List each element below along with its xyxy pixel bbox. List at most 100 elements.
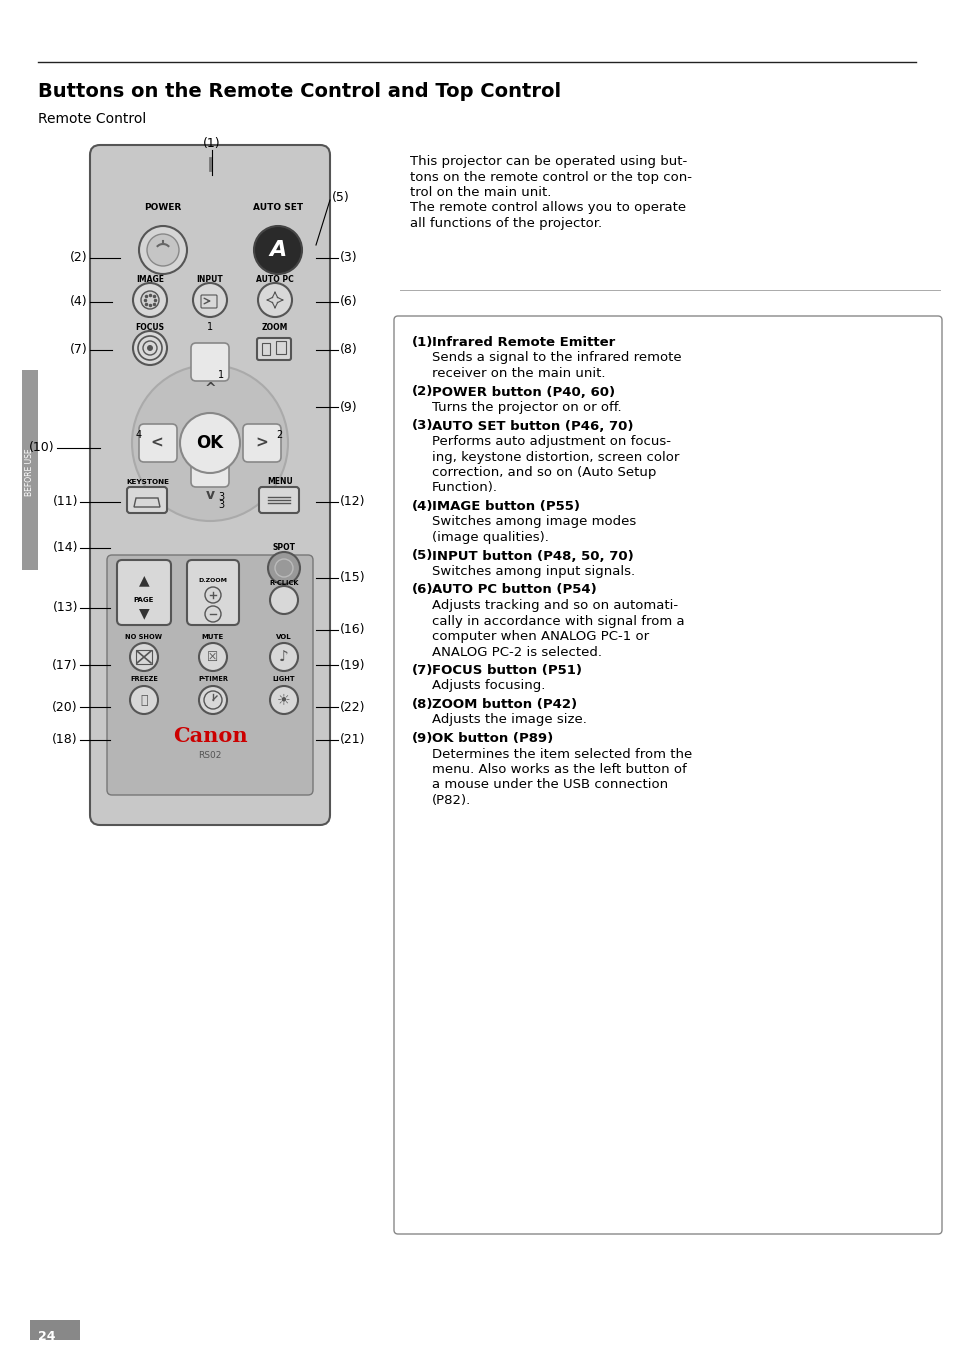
Text: correction, and so on (Auto Setup: correction, and so on (Auto Setup bbox=[432, 466, 656, 479]
FancyBboxPatch shape bbox=[256, 338, 291, 360]
Text: (18): (18) bbox=[52, 734, 78, 746]
Text: ☀: ☀ bbox=[277, 692, 291, 707]
FancyBboxPatch shape bbox=[187, 560, 239, 625]
Text: (15): (15) bbox=[339, 572, 365, 584]
Text: <: < bbox=[151, 435, 163, 450]
Bar bbox=[262, 343, 270, 356]
Text: Buttons on the Remote Control and Top Control: Buttons on the Remote Control and Top Co… bbox=[38, 82, 560, 101]
FancyBboxPatch shape bbox=[201, 295, 216, 308]
Text: INPUT: INPUT bbox=[196, 276, 223, 284]
Circle shape bbox=[257, 283, 292, 316]
FancyBboxPatch shape bbox=[127, 487, 167, 512]
Text: POWER: POWER bbox=[144, 203, 181, 211]
Circle shape bbox=[270, 685, 297, 714]
Text: 2: 2 bbox=[275, 430, 282, 439]
Text: (8): (8) bbox=[339, 343, 357, 357]
Bar bbox=[275, 341, 286, 354]
Circle shape bbox=[268, 552, 299, 584]
Text: Switches among image modes: Switches among image modes bbox=[432, 515, 636, 529]
Text: AUTO SET button (P46, 70): AUTO SET button (P46, 70) bbox=[432, 419, 633, 433]
Text: (19): (19) bbox=[339, 658, 365, 672]
Text: Canon: Canon bbox=[172, 726, 247, 746]
Circle shape bbox=[147, 345, 152, 352]
Text: AUTO SET: AUTO SET bbox=[253, 203, 303, 211]
FancyBboxPatch shape bbox=[191, 343, 229, 381]
Text: Adjusts focusing.: Adjusts focusing. bbox=[432, 680, 545, 692]
Circle shape bbox=[132, 331, 167, 365]
Text: ▲: ▲ bbox=[138, 573, 150, 587]
Circle shape bbox=[132, 365, 288, 521]
Text: INPUT button (P48, 50, 70): INPUT button (P48, 50, 70) bbox=[432, 549, 633, 562]
Text: Sends a signal to the infrared remote: Sends a signal to the infrared remote bbox=[432, 352, 680, 365]
Text: 3: 3 bbox=[218, 492, 224, 502]
FancyBboxPatch shape bbox=[139, 425, 177, 462]
Text: Switches among input signals.: Switches among input signals. bbox=[432, 565, 635, 579]
Text: Performs auto adjustment on focus-: Performs auto adjustment on focus- bbox=[432, 435, 670, 448]
Text: ⏮: ⏮ bbox=[140, 694, 148, 707]
Text: IMAGE: IMAGE bbox=[136, 276, 164, 284]
Text: Adjusts the image size.: Adjusts the image size. bbox=[432, 714, 586, 726]
Circle shape bbox=[193, 283, 227, 316]
Text: (10): (10) bbox=[30, 442, 55, 454]
Text: ▼: ▼ bbox=[138, 606, 150, 621]
Text: all functions of the projector.: all functions of the projector. bbox=[410, 218, 601, 230]
Text: MENU: MENU bbox=[267, 477, 293, 487]
Text: (3): (3) bbox=[339, 251, 357, 265]
Text: (5): (5) bbox=[332, 191, 350, 204]
Circle shape bbox=[204, 691, 222, 708]
Text: computer when ANALOG PC-1 or: computer when ANALOG PC-1 or bbox=[432, 630, 648, 644]
Text: 4: 4 bbox=[136, 430, 142, 439]
Text: (6): (6) bbox=[339, 296, 357, 308]
Text: SPOT: SPOT bbox=[273, 544, 295, 553]
Text: ♪: ♪ bbox=[279, 649, 289, 664]
Circle shape bbox=[274, 558, 293, 577]
Circle shape bbox=[139, 226, 187, 274]
Circle shape bbox=[199, 644, 227, 671]
Text: ing, keystone distortion, screen color: ing, keystone distortion, screen color bbox=[432, 450, 679, 464]
Text: (image qualities).: (image qualities). bbox=[432, 531, 548, 544]
Text: (1): (1) bbox=[203, 137, 220, 150]
FancyBboxPatch shape bbox=[107, 556, 313, 795]
Text: (21): (21) bbox=[339, 734, 365, 746]
Text: ANALOG PC-2 is selected.: ANALOG PC-2 is selected. bbox=[432, 645, 601, 658]
Text: Turns the projector on or off.: Turns the projector on or off. bbox=[432, 402, 621, 414]
Text: AUTO PC: AUTO PC bbox=[255, 276, 294, 284]
Text: 24: 24 bbox=[38, 1330, 55, 1343]
Circle shape bbox=[205, 587, 221, 603]
Text: Function).: Function). bbox=[432, 481, 497, 495]
Text: NO SHOW: NO SHOW bbox=[126, 634, 162, 639]
Circle shape bbox=[199, 685, 227, 714]
Circle shape bbox=[180, 412, 240, 473]
Text: >: > bbox=[255, 435, 268, 450]
Circle shape bbox=[253, 226, 302, 274]
Text: FREEZE: FREEZE bbox=[130, 676, 158, 681]
Text: KEYSTONE: KEYSTONE bbox=[127, 479, 170, 485]
Text: cally in accordance with signal from a: cally in accordance with signal from a bbox=[432, 615, 684, 627]
FancyBboxPatch shape bbox=[191, 449, 229, 487]
Text: (2): (2) bbox=[412, 385, 433, 399]
Text: (9): (9) bbox=[339, 400, 357, 414]
Text: (9): (9) bbox=[412, 731, 433, 745]
Text: (3): (3) bbox=[412, 419, 433, 433]
Text: (17): (17) bbox=[52, 658, 78, 672]
FancyBboxPatch shape bbox=[90, 145, 330, 825]
Circle shape bbox=[130, 685, 158, 714]
Text: 1: 1 bbox=[218, 370, 224, 380]
Circle shape bbox=[270, 585, 297, 614]
FancyBboxPatch shape bbox=[394, 316, 941, 1234]
Text: tons on the remote control or the top con-: tons on the remote control or the top co… bbox=[410, 170, 691, 184]
Text: AUTO PC button (P54): AUTO PC button (P54) bbox=[432, 584, 597, 596]
Text: (4): (4) bbox=[71, 296, 88, 308]
Text: receiver on the main unit.: receiver on the main unit. bbox=[432, 366, 605, 380]
FancyBboxPatch shape bbox=[30, 1320, 80, 1340]
Text: ZOOM button (P42): ZOOM button (P42) bbox=[432, 698, 577, 711]
Text: ZOOM: ZOOM bbox=[261, 323, 288, 331]
Text: (14): (14) bbox=[52, 542, 78, 554]
Text: Remote Control: Remote Control bbox=[38, 112, 146, 126]
Circle shape bbox=[130, 644, 158, 671]
Text: (11): (11) bbox=[52, 495, 78, 508]
Text: (7): (7) bbox=[71, 343, 88, 357]
Text: (6): (6) bbox=[412, 584, 433, 596]
Circle shape bbox=[205, 606, 221, 622]
Text: Infrared Remote Emitter: Infrared Remote Emitter bbox=[432, 337, 615, 349]
